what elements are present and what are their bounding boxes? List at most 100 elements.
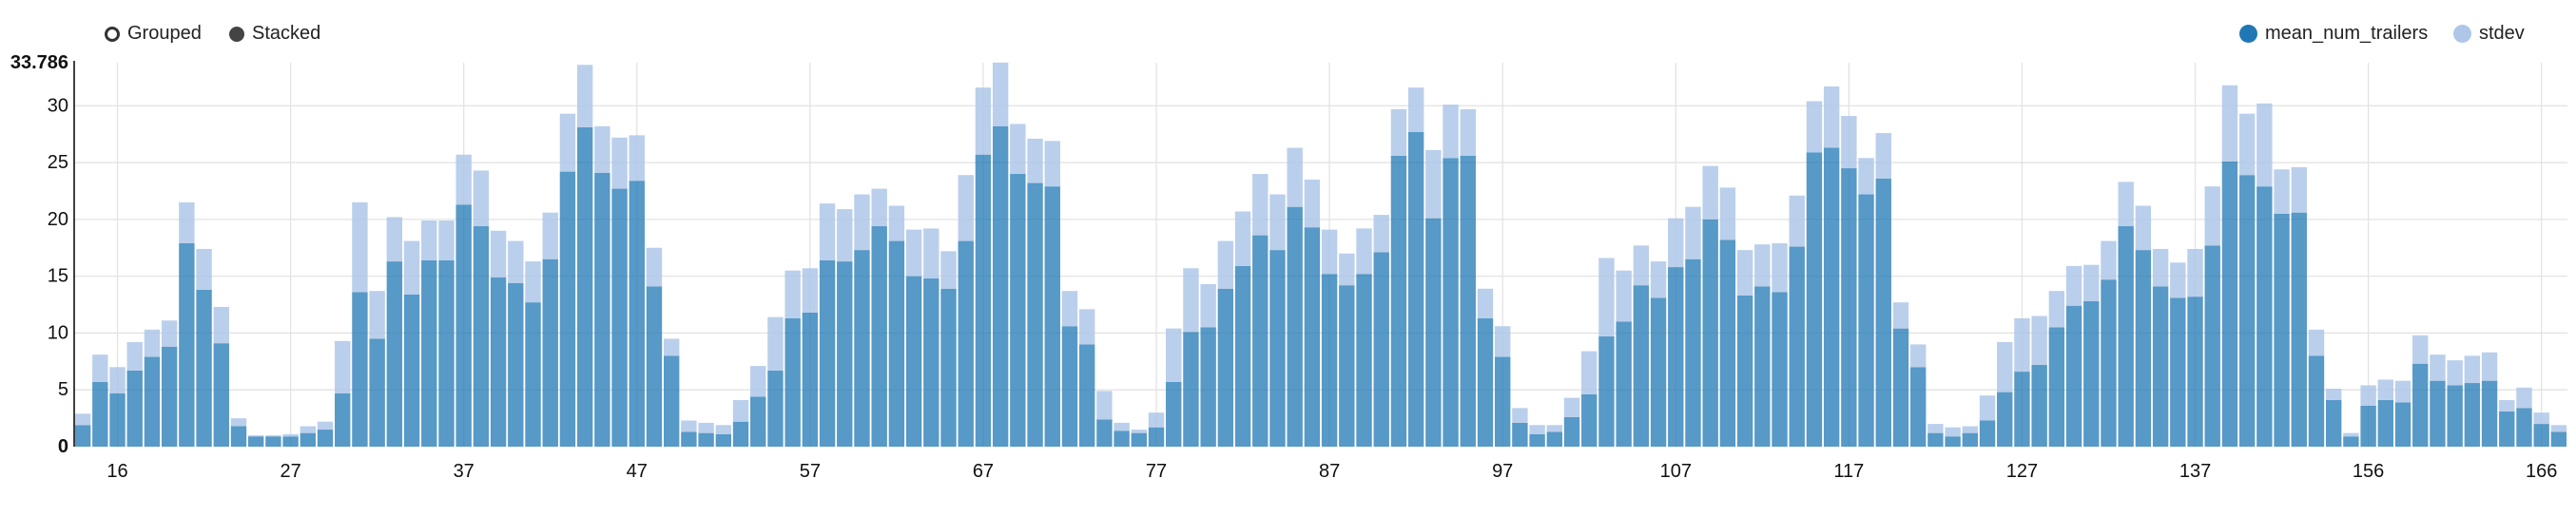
bar-mean-num-trailers — [1650, 297, 1667, 447]
legend-item-stdev[interactable]: stdev — [2453, 23, 2525, 45]
y-tick-label: 0 — [58, 436, 68, 457]
bar-mean-num-trailers — [1927, 432, 1944, 447]
bar-mean-num-trailers — [1287, 206, 1303, 447]
bar-mean-num-trailers — [1114, 431, 1130, 447]
x-tick-label: 97 — [1492, 461, 1513, 482]
bar-stdev — [265, 435, 281, 437]
bar-stdev — [473, 170, 490, 227]
bar-stdev — [317, 421, 334, 431]
bar-stdev — [2014, 317, 2030, 373]
bar-mean-num-trailers — [352, 292, 368, 447]
grouped-radio-indicator[interactable] — [105, 26, 120, 42]
bar-stdev — [1823, 86, 1840, 148]
bar-stdev — [1668, 218, 1684, 268]
bar-mean-num-trailers — [1200, 327, 1216, 447]
bar-stdev — [1425, 149, 1442, 219]
bar-mean-num-trailers — [992, 125, 1009, 448]
bar-stdev — [1650, 261, 1667, 298]
bar-mean-num-trailers — [490, 277, 507, 447]
bar-mean-num-trailers — [1477, 317, 1494, 447]
bar-stdev — [1114, 422, 1130, 431]
legend-item-mean-num-trailers[interactable]: mean_num_trailers — [2239, 23, 2428, 45]
bar-mean-num-trailers — [2256, 186, 2273, 448]
bar-mean-num-trailers — [2274, 213, 2290, 447]
bar-mean-num-trailers — [1027, 182, 1043, 447]
bar-stdev — [508, 240, 524, 283]
bar-stdev — [750, 366, 766, 397]
bar-mean-num-trailers — [2516, 408, 2532, 447]
bar-stdev — [92, 354, 108, 382]
stacked-radio[interactable]: Stacked — [229, 23, 320, 45]
bar-mean-num-trailers — [2550, 431, 2567, 447]
bar-mean-num-trailers — [1183, 332, 1199, 447]
bar-mean-num-trailers — [213, 343, 229, 447]
bar-stdev — [1892, 302, 1909, 329]
bar-stdev — [1997, 341, 2013, 393]
y-tick-label: 10 — [48, 322, 68, 343]
bar-mean-num-trailers — [179, 242, 195, 447]
bar-stdev — [1321, 229, 1338, 275]
y-tick-label: 20 — [48, 209, 68, 230]
x-tick-label: 77 — [1146, 461, 1167, 482]
bar-mean-num-trailers — [1339, 285, 1355, 447]
axis-layer: 0 5 10 15 20 25 30 33.786 16 27 37 47 57 67 77 87 97 107 1… — [10, 52, 2558, 482]
bar-mean-num-trailers — [2308, 355, 2325, 447]
bar-stdev — [1477, 288, 1494, 318]
bar-mean-num-trailers — [455, 204, 472, 447]
bar-stdev — [2152, 248, 2169, 287]
bar-stdev — [681, 420, 697, 432]
bar-mean-num-trailers — [767, 370, 784, 447]
bar-stdev — [1096, 391, 1113, 420]
bar-mean-num-trailers — [1736, 295, 1753, 447]
bar-stdev — [940, 251, 957, 289]
grouped-label: Grouped — [127, 23, 202, 44]
bar-mean-num-trailers — [715, 433, 732, 447]
bar-mean-num-trailers — [1719, 239, 1736, 447]
bar-stdev — [715, 425, 732, 434]
bar-mean-num-trailers — [2377, 399, 2394, 447]
bar-mean-num-trailers — [819, 259, 836, 447]
bar-stdev — [2291, 166, 2307, 213]
bar-mean-num-trailers — [1633, 285, 1650, 447]
bar-stdev — [2031, 316, 2047, 365]
bar-mean-num-trailers — [663, 355, 680, 447]
grouped-radio[interactable]: Grouped — [105, 23, 202, 45]
bar-stdev — [594, 125, 610, 173]
bar-mean-num-trailers — [2291, 212, 2307, 447]
bar-stdev — [1373, 215, 1389, 253]
bar-stdev — [2533, 412, 2549, 425]
legend-swatch-mean-num-trailers — [2239, 25, 2257, 43]
bar-mean-num-trailers — [611, 188, 628, 447]
bar-stdev — [126, 341, 143, 371]
bar-mean-num-trailers — [369, 338, 385, 447]
bar-mean-num-trailers — [1217, 288, 1234, 447]
bar-stdev — [2516, 387, 2532, 409]
bar-mean-num-trailers — [1789, 246, 1805, 447]
stacked-radio-indicator[interactable] — [229, 26, 244, 42]
bar-mean-num-trailers — [317, 430, 334, 447]
bar-mean-num-trailers — [1407, 131, 1424, 447]
bar-stdev — [2447, 360, 2463, 386]
bar-mean-num-trailers — [1443, 158, 1459, 448]
bar-mean-num-trailers — [403, 294, 420, 447]
bar-stdev — [1390, 108, 1407, 156]
bar-stdev — [559, 113, 576, 172]
bar-stdev — [975, 87, 992, 155]
bar-stdev — [1252, 174, 1269, 236]
bar-mean-num-trailers — [732, 421, 749, 447]
bar-mean-num-trailers — [1078, 344, 1095, 447]
bar-stdev — [1460, 108, 1476, 156]
bar-mean-num-trailers — [1529, 433, 1545, 447]
bar-mean-num-trailers — [1563, 416, 1580, 447]
bar-stdev — [2377, 379, 2394, 400]
bar-mean-num-trailers — [1252, 235, 1269, 447]
bar-stdev — [1512, 408, 1528, 423]
bar-mean-num-trailers — [750, 396, 766, 447]
bar-stdev — [1945, 427, 1961, 437]
bar-stdev — [629, 135, 645, 182]
x-tick-label: 47 — [627, 461, 648, 482]
bar-mean-num-trailers — [2499, 411, 2515, 447]
bar-stdev — [1443, 105, 1459, 159]
bar-mean-num-trailers — [2048, 327, 2065, 447]
